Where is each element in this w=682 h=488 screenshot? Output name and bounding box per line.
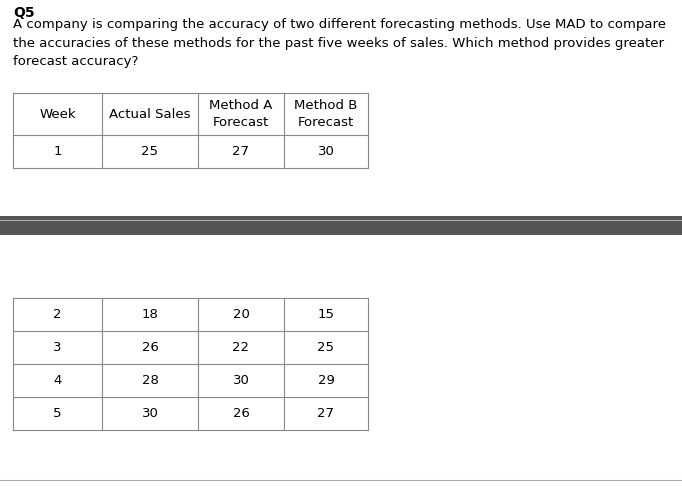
- Text: 25: 25: [318, 341, 334, 354]
- Bar: [0, 216, 682, 235]
- Text: 15: 15: [318, 308, 334, 321]
- Text: A company is comparing the accuracy of two different forecasting methods. Use MA: A company is comparing the accuracy of t…: [13, 18, 666, 68]
- Text: 5: 5: [53, 407, 62, 420]
- Text: 30: 30: [142, 407, 158, 420]
- Text: 29: 29: [318, 374, 334, 387]
- Text: 3: 3: [53, 341, 62, 354]
- Text: 20: 20: [233, 308, 250, 321]
- Text: Q5: Q5: [13, 6, 35, 20]
- Text: Week: Week: [39, 107, 76, 121]
- Text: 27: 27: [233, 145, 250, 158]
- Text: Actual Sales: Actual Sales: [109, 107, 191, 121]
- Text: 26: 26: [233, 407, 250, 420]
- Text: 4: 4: [53, 374, 61, 387]
- Text: 30: 30: [318, 145, 334, 158]
- Text: 18: 18: [142, 308, 158, 321]
- Text: 27: 27: [318, 407, 334, 420]
- Text: Method A
Forecast: Method A Forecast: [209, 99, 273, 129]
- Text: 26: 26: [142, 341, 158, 354]
- Text: 1: 1: [53, 145, 62, 158]
- Text: 30: 30: [233, 374, 250, 387]
- Text: 22: 22: [233, 341, 250, 354]
- Text: 28: 28: [142, 374, 158, 387]
- Text: 25: 25: [141, 145, 158, 158]
- Text: 2: 2: [53, 308, 62, 321]
- Text: Method B
Forecast: Method B Forecast: [295, 99, 357, 129]
